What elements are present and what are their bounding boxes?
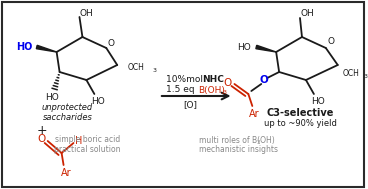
Text: 3: 3 bbox=[223, 91, 227, 95]
Text: OH: OH bbox=[300, 9, 314, 19]
Text: HO: HO bbox=[45, 94, 59, 102]
Polygon shape bbox=[36, 45, 57, 52]
Text: Ar: Ar bbox=[249, 109, 259, 119]
Text: 3: 3 bbox=[364, 74, 368, 80]
Text: O: O bbox=[260, 75, 269, 85]
Text: O: O bbox=[108, 39, 115, 47]
Text: OCH: OCH bbox=[343, 70, 360, 78]
Text: saccharides: saccharides bbox=[43, 114, 92, 122]
Text: HO: HO bbox=[92, 98, 105, 106]
Text: 3: 3 bbox=[153, 67, 157, 73]
Text: unprotected: unprotected bbox=[42, 104, 93, 112]
Text: multi roles of B(OH): multi roles of B(OH) bbox=[199, 136, 275, 145]
Text: OH: OH bbox=[79, 9, 93, 18]
Text: mechanistic insights: mechanistic insights bbox=[199, 146, 278, 154]
Text: Ar: Ar bbox=[61, 168, 72, 178]
Text: B(OH): B(OH) bbox=[198, 85, 224, 94]
Text: 10%mol: 10%mol bbox=[166, 74, 206, 84]
Text: +: + bbox=[36, 123, 47, 136]
Text: HO: HO bbox=[237, 43, 251, 51]
Text: HO: HO bbox=[16, 42, 32, 52]
Text: [O]: [O] bbox=[184, 101, 198, 109]
Text: O: O bbox=[38, 134, 46, 144]
Text: 1.5 eq: 1.5 eq bbox=[166, 85, 197, 94]
Text: simple boric acid: simple boric acid bbox=[55, 136, 120, 145]
Text: NHC: NHC bbox=[202, 74, 223, 84]
Text: H: H bbox=[75, 136, 82, 146]
Text: OCH: OCH bbox=[128, 63, 145, 71]
Text: up to ~90% yield: up to ~90% yield bbox=[263, 119, 336, 128]
Text: C3-selective: C3-selective bbox=[266, 108, 334, 118]
Text: O: O bbox=[223, 78, 231, 88]
Polygon shape bbox=[256, 45, 276, 52]
Text: 3: 3 bbox=[256, 140, 260, 146]
Text: practical solution: practical solution bbox=[54, 146, 121, 154]
Text: HO: HO bbox=[311, 98, 325, 106]
Text: O: O bbox=[327, 37, 334, 46]
